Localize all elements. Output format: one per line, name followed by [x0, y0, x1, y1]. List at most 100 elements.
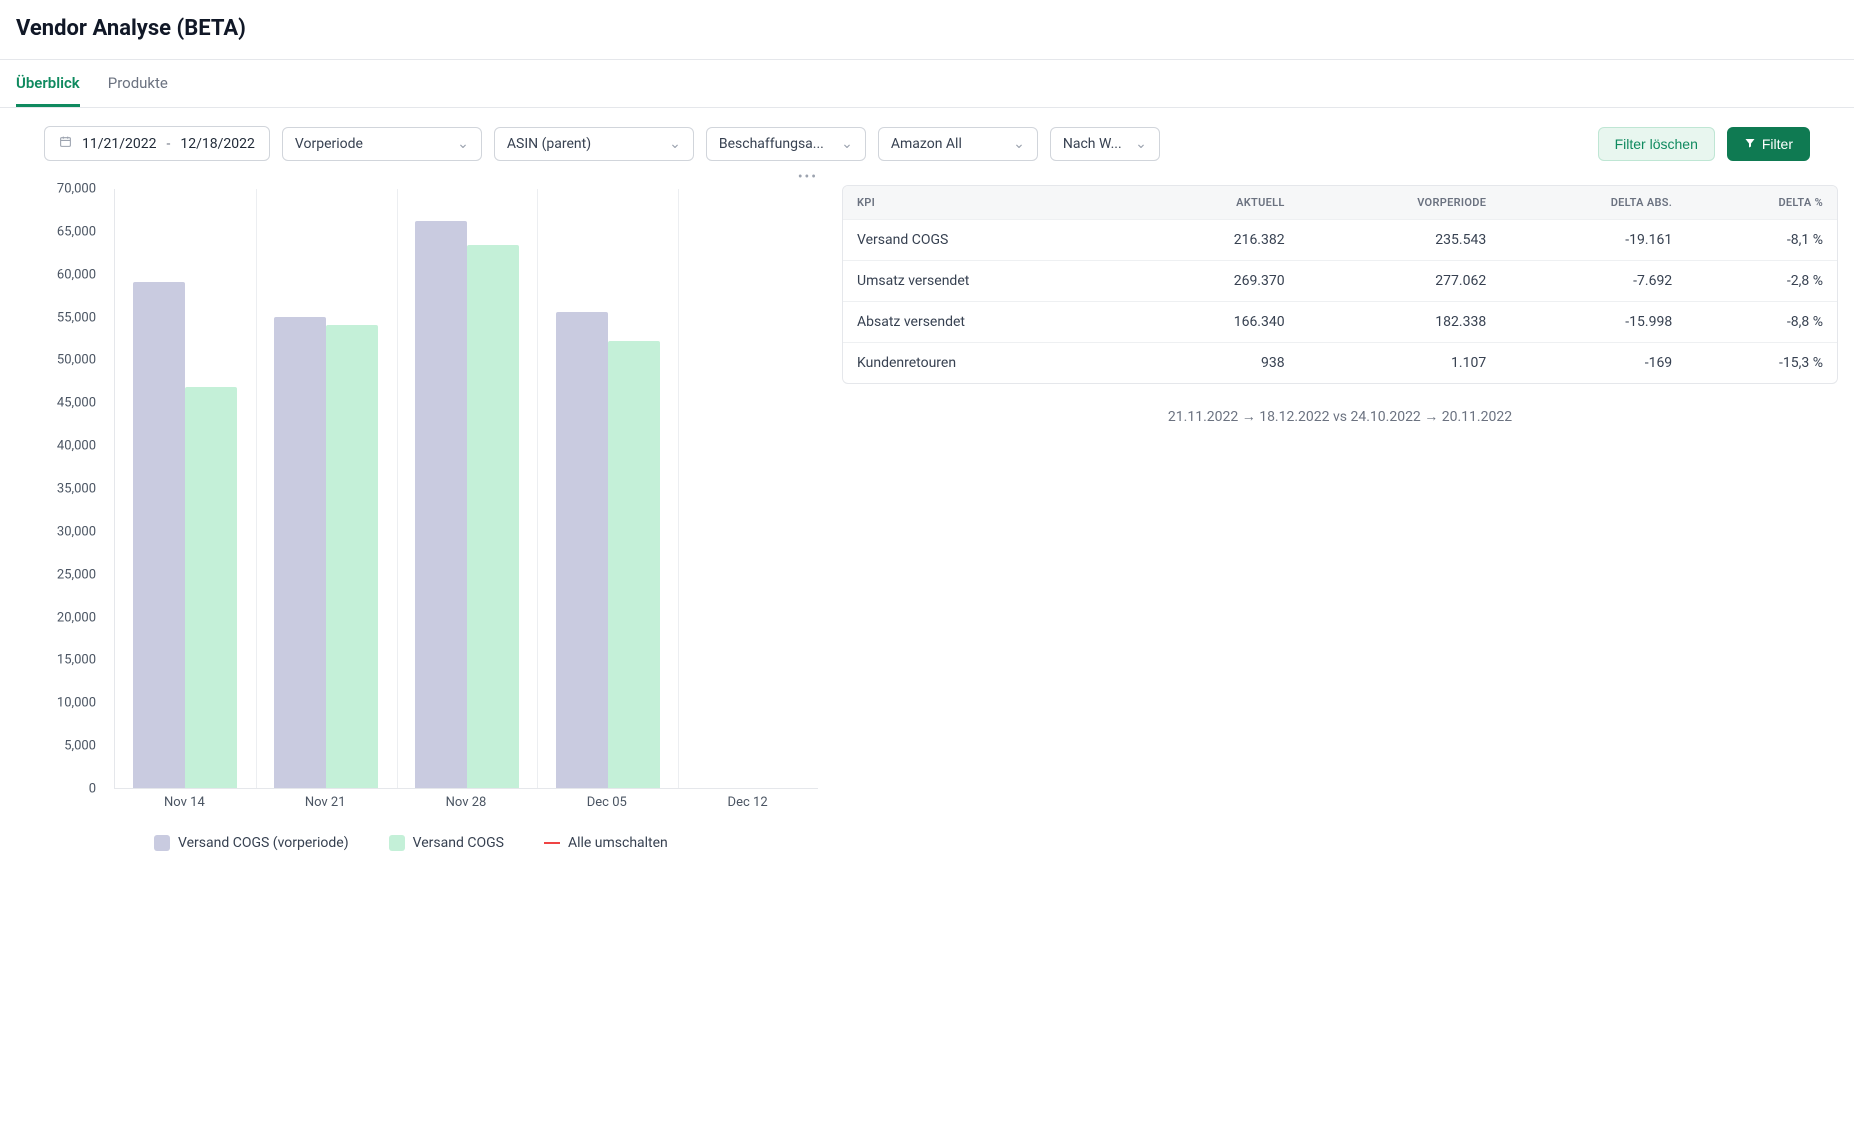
kpi-cell: Umsatz versendet [843, 260, 1135, 301]
kpi-cell: -15.998 [1500, 301, 1686, 342]
select-vorperiode[interactable]: Vorperiode ⌄ [282, 127, 482, 161]
filters-row: 11/21/2022 - 12/18/2022 Vorperiode ⌄ ASI… [0, 108, 1854, 179]
kpi-column-header: VORPERIODE [1299, 186, 1501, 219]
select-asin-value: ASIN (parent) [507, 136, 591, 152]
kpi-cell: Kundenretouren [843, 342, 1135, 383]
kpi-column-header: KPI [843, 186, 1135, 219]
kpi-row[interactable]: Absatz versendet166.340182.338-15.998-8,… [843, 301, 1837, 342]
y-axis-label: 35,000 [44, 482, 96, 497]
y-axis-label: 30,000 [44, 524, 96, 539]
chart-area: 05,00010,00015,00020,00025,00030,00035,0… [44, 189, 818, 789]
kpi-column-header: AKTUELL [1135, 186, 1299, 219]
legend-line-swatch [544, 842, 560, 844]
chevron-down-icon: ⌄ [841, 136, 853, 152]
kpi-column-header: DELTA ABS. [1500, 186, 1686, 219]
tab-overview[interactable]: Überblick [16, 60, 80, 107]
legend-toggle-all[interactable]: Alle umschalten [544, 835, 668, 851]
kpi-cell: -7.692 [1500, 260, 1686, 301]
kpi-cell: 269.370 [1135, 260, 1299, 301]
tab-products[interactable]: Produkte [108, 60, 168, 107]
chevron-down-icon: ⌄ [1135, 136, 1147, 152]
legend-swatch [389, 835, 405, 851]
select-amazon[interactable]: Amazon All ⌄ [878, 127, 1038, 161]
kpi-cell: 277.062 [1299, 260, 1501, 301]
select-nachw-value: Nach W... [1063, 136, 1122, 152]
select-amazon-value: Amazon All [891, 136, 962, 152]
y-axis-label: 60,000 [44, 267, 96, 282]
y-axis-label: 25,000 [44, 567, 96, 582]
kpi-cell: 938 [1135, 342, 1299, 383]
chart-bar[interactable] [326, 325, 378, 788]
y-axis-label: 55,000 [44, 310, 96, 325]
select-beschaffung[interactable]: Beschaffungsa... ⌄ [706, 127, 866, 161]
filter-button-label: Filter [1762, 136, 1793, 152]
legend-item[interactable]: Versand COGS (vorperiode) [154, 835, 349, 851]
y-axis-label: 10,000 [44, 696, 96, 711]
kpi-cell: 1.107 [1299, 342, 1501, 383]
kpi-cell: -15,3 % [1686, 342, 1837, 383]
y-axis-label: 20,000 [44, 610, 96, 625]
tabs: Überblick Produkte [0, 60, 1854, 108]
date-dash: - [167, 136, 171, 152]
chevron-down-icon: ⌄ [1013, 136, 1025, 152]
legend-label: Alle umschalten [568, 835, 668, 851]
y-axis-label: 0 [44, 782, 96, 797]
chart-bar[interactable] [185, 387, 237, 788]
funnel-icon [1744, 136, 1756, 152]
calendar-icon [59, 135, 72, 152]
x-axis-label: Dec 12 [728, 795, 768, 810]
y-axis-label: 65,000 [44, 224, 96, 239]
kpi-cell: -169 [1500, 342, 1686, 383]
x-axis-label: Nov 28 [446, 795, 487, 810]
kpi-cell: 166.340 [1135, 301, 1299, 342]
kpi-cell: -8,8 % [1686, 301, 1837, 342]
select-nachw[interactable]: Nach W... ⌄ [1050, 127, 1160, 161]
chart-bar[interactable] [274, 317, 326, 788]
chart-bar[interactable] [556, 312, 608, 788]
chart-panel: ••• 05,00010,00015,00020,00025,00030,000… [44, 179, 818, 851]
chart-bar[interactable] [467, 245, 519, 788]
date-to: 12/18/2022 [180, 136, 255, 152]
filter-button[interactable]: Filter [1727, 127, 1810, 161]
kpi-cell: 182.338 [1299, 301, 1501, 342]
chart-bar[interactable] [133, 282, 185, 788]
chart-bar[interactable] [415, 221, 467, 788]
period-compare-text: 21.11.2022 → 18.12.2022 vs 24.10.2022 → … [842, 408, 1838, 425]
chevron-down-icon: ⌄ [669, 136, 681, 152]
select-vorperiode-value: Vorperiode [295, 136, 363, 152]
kpi-cell: -19.161 [1500, 219, 1686, 260]
kpi-row[interactable]: Kundenretouren9381.107-169-15,3 % [843, 342, 1837, 383]
kpi-row[interactable]: Umsatz versendet269.370277.062-7.692-2,8… [843, 260, 1837, 301]
kpi-cell: Absatz versendet [843, 301, 1135, 342]
kpi-column-header: DELTA % [1686, 186, 1837, 219]
chart-legend: Versand COGS (vorperiode) Versand COGS All… [154, 835, 818, 851]
x-axis-label: Nov 21 [305, 795, 346, 810]
y-axis-label: 50,000 [44, 353, 96, 368]
kpi-cell: -2,8 % [1686, 260, 1837, 301]
y-axis-label: 15,000 [44, 653, 96, 668]
kpi-panel: KPIAKTUELLVORPERIODEDELTA ABS.DELTA % Ve… [842, 179, 1838, 851]
page-title: Vendor Analyse (BETA) [16, 16, 1838, 41]
kpi-table: KPIAKTUELLVORPERIODEDELTA ABS.DELTA % Ve… [842, 185, 1838, 384]
date-range-picker[interactable]: 11/21/2022 - 12/18/2022 [44, 126, 270, 161]
y-axis-label: 5,000 [44, 739, 96, 754]
x-axis-label: Dec 05 [587, 795, 627, 810]
chart-bar[interactable] [608, 341, 660, 788]
kpi-cell: Versand COGS [843, 219, 1135, 260]
chart-menu-icon[interactable]: ••• [798, 169, 818, 185]
y-axis-label: 40,000 [44, 439, 96, 454]
x-axis-label: Nov 14 [164, 795, 205, 810]
clear-filter-button[interactable]: Filter löschen [1598, 127, 1715, 161]
legend-label: Versand COGS [413, 835, 504, 851]
select-asin[interactable]: ASIN (parent) ⌄ [494, 127, 694, 161]
kpi-row[interactable]: Versand COGS216.382235.543-19.161-8,1 % [843, 219, 1837, 260]
legend-item[interactable]: Versand COGS [389, 835, 504, 851]
y-axis-label: 70,000 [44, 182, 96, 197]
legend-swatch [154, 835, 170, 851]
date-from: 11/21/2022 [82, 136, 157, 152]
legend-label: Versand COGS (vorperiode) [178, 835, 349, 851]
chevron-down-icon: ⌄ [457, 136, 469, 152]
kpi-cell: 235.543 [1299, 219, 1501, 260]
select-beschaffung-value: Beschaffungsa... [719, 136, 824, 152]
kpi-cell: 216.382 [1135, 219, 1299, 260]
